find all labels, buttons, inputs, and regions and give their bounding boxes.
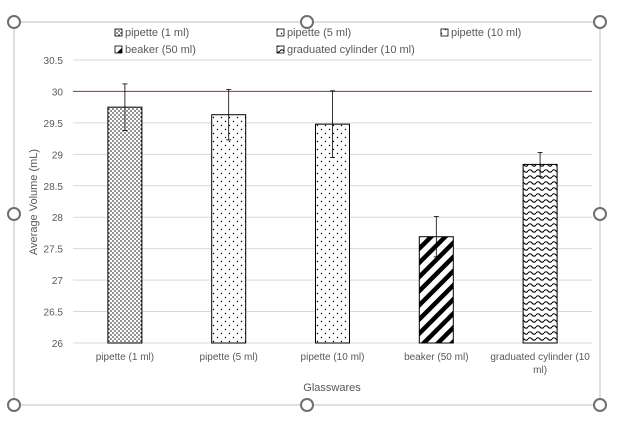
bar: [211, 114, 247, 344]
resize-handle-bottom-left[interactable]: [7, 398, 21, 412]
y-tick-label: 27: [52, 276, 64, 287]
bar: [315, 123, 350, 344]
legend-label: graduated cylinder (10 ml): [287, 44, 415, 56]
y-tick-label: 26: [52, 339, 64, 350]
legend-swatch: [114, 28, 123, 37]
legend-swatch: [114, 45, 123, 54]
resize-handle-middle-right[interactable]: [593, 207, 607, 221]
legend-label: pipette (5 ml): [287, 27, 351, 39]
x-tick-label: pipette (10 ml): [301, 352, 365, 363]
y-tick-label: 29: [52, 150, 64, 161]
legend-swatch: [440, 28, 449, 37]
y-tick-label: 28: [52, 213, 64, 224]
bar: [522, 163, 558, 344]
resize-handle-bottom-center[interactable]: [300, 398, 314, 412]
y-tick-label: 30: [52, 87, 64, 98]
legend-entry[interactable]: pipette (5 ml): [276, 27, 351, 39]
legend-label: beaker (50 ml): [125, 44, 196, 56]
legend[interactable]: pipette (1 ml) pipette (5 ml) pipette (1…: [114, 27, 521, 56]
legend-entry[interactable]: pipette (1 ml): [114, 27, 189, 39]
y-tick-label: 30.5: [44, 56, 64, 67]
y-tick-label: 27.5: [44, 245, 64, 256]
legend-entry[interactable]: beaker (50 ml): [114, 44, 196, 56]
legend-entry[interactable]: graduated cylinder (10 ml): [276, 44, 415, 56]
error-bars: [122, 83, 543, 258]
legend-entry[interactable]: pipette (10 ml): [440, 27, 521, 39]
resize-handle-top-left[interactable]: [7, 15, 21, 29]
bar: [107, 106, 143, 344]
x-axis-title: Glasswares: [303, 382, 361, 394]
legend-label: pipette (10 ml): [451, 27, 521, 39]
legend-label: pipette (1 ml): [125, 27, 189, 39]
y-tick-label: 28.5: [44, 182, 64, 193]
y-tick-label: 29.5: [44, 119, 64, 130]
legend-swatch: [276, 28, 285, 37]
legend-swatch: [276, 45, 285, 54]
x-tick-label: ml): [533, 365, 547, 376]
resize-handle-bottom-right[interactable]: [593, 398, 607, 412]
x-tick-label: graduated cylinder (10: [490, 352, 590, 363]
resize-handle-top-right[interactable]: [593, 15, 607, 29]
x-tick-label: pipette (5 ml): [200, 352, 258, 363]
selection-handles[interactable]: [7, 15, 607, 412]
x-tick-label: beaker (50 ml): [404, 352, 468, 363]
y-axis-title: Average Volume (mL): [28, 149, 40, 255]
x-tick-label: pipette (1 ml): [96, 352, 154, 363]
resize-handle-middle-left[interactable]: [7, 207, 21, 221]
x-axis-tick-labels: pipette (1 ml) pipette (5 ml) pipette (10 …: [96, 352, 591, 376]
y-axis-tick-labels: 26 26.5 27 27.5 28 28.5 29 29.5 30 30.5: [44, 56, 64, 350]
y-tick-label: 26.5: [44, 308, 64, 319]
chart-frame: [13, 21, 601, 406]
resize-handle-top-center[interactable]: [300, 15, 314, 29]
